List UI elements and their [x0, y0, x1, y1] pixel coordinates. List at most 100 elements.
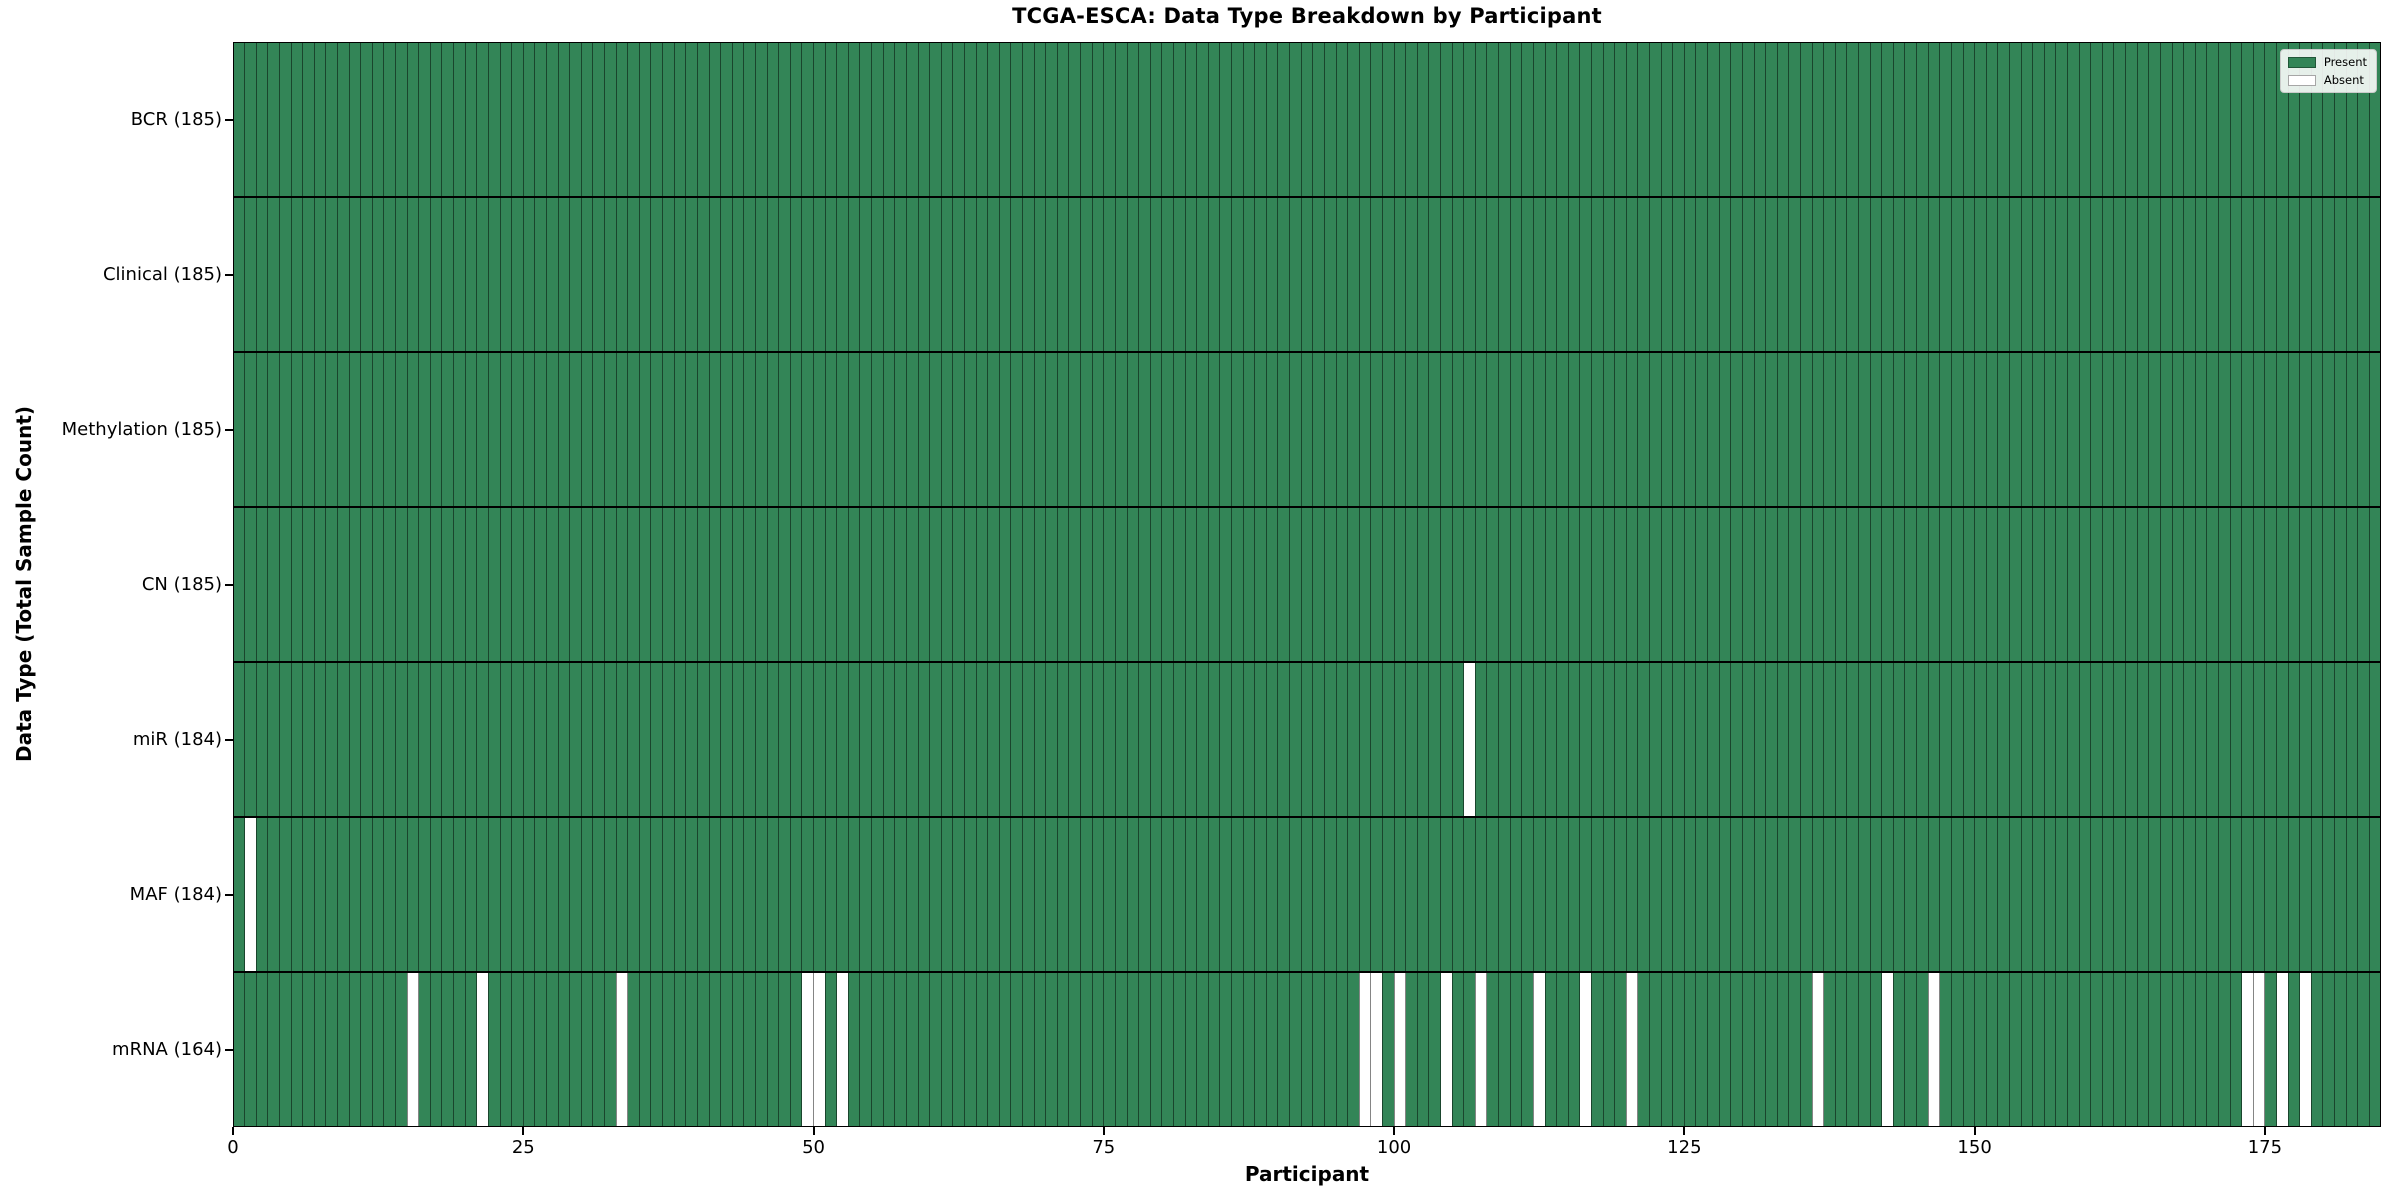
heatmap-cell-absent — [1812, 972, 1824, 1127]
cell-edge-gridline — [627, 42, 629, 1127]
cell-edge-gridline — [348, 42, 350, 1127]
y-tick-mark — [225, 428, 233, 431]
heatmap-cell-absent — [2253, 972, 2265, 1127]
cell-edge-gridline — [244, 42, 246, 1127]
cell-edge-gridline — [487, 42, 489, 1127]
cell-edge-gridline — [1637, 42, 1639, 1127]
y-tick-mark — [225, 738, 233, 741]
row-divider-line — [233, 506, 2381, 508]
cell-edge-gridline — [1614, 42, 1616, 1127]
cell-edge-gridline — [975, 42, 977, 1127]
cell-edge-gridline — [1904, 42, 1906, 1127]
heatmap-cell-absent — [1475, 972, 1487, 1127]
heatmap-row-cn — [233, 507, 2381, 662]
cell-edge-gridline — [2276, 42, 2277, 1127]
cell-edge-gridline — [2206, 42, 2208, 1127]
cell-edge-gridline — [754, 42, 756, 1127]
cell-edge-gridline — [2287, 42, 2289, 1127]
cell-edge-gridline — [801, 42, 803, 1127]
cell-edge-gridline — [1184, 42, 1186, 1127]
cell-edge-gridline — [1765, 42, 1767, 1127]
cell-edge-gridline — [1207, 42, 1209, 1127]
cell-edge-gridline — [1335, 42, 1337, 1127]
cell-edge-gridline — [1707, 42, 1709, 1127]
cell-edge-gridline — [2334, 42, 2336, 1127]
cell-edge-gridline — [1045, 42, 1047, 1127]
cell-edge-gridline — [824, 42, 826, 1127]
cell-edge-gridline — [580, 42, 582, 1127]
cell-edge-gridline — [2055, 42, 2057, 1127]
cell-edge-gridline — [1056, 42, 1058, 1127]
cell-edge-gridline — [1962, 42, 1964, 1127]
cell-edge-gridline — [2252, 42, 2254, 1127]
cell-edge-gridline — [1567, 42, 1569, 1127]
heatmap-cell-absent — [1928, 972, 1940, 1127]
heatmap-cell-absent — [476, 972, 489, 1127]
heatmap-cell-absent — [801, 972, 814, 1127]
cell-edge-gridline — [302, 42, 304, 1127]
cell-edge-gridline — [1579, 42, 1581, 1127]
cell-edge-gridline — [963, 42, 965, 1127]
cell-edge-gridline — [1381, 42, 1383, 1127]
cell-edge-gridline — [789, 42, 791, 1127]
y-tick-label-mir: miR (184) — [132, 728, 222, 750]
heatmap-cell-absent — [836, 972, 849, 1127]
x-axis-title: Participant — [1244, 1162, 1370, 1186]
cell-edge-gridline — [696, 42, 698, 1127]
x-tick-mark — [1683, 1127, 1686, 1135]
heatmap-cell-absent — [1359, 972, 1371, 1127]
x-tick-label: 125 — [1667, 1137, 1702, 1158]
cell-edge-gridline — [476, 42, 478, 1127]
heatmap-cell-absent — [1881, 972, 1894, 1127]
cell-edge-gridline — [1776, 42, 1778, 1127]
cell-edge-gridline — [604, 42, 606, 1127]
cell-edge-gridline — [708, 42, 710, 1127]
cell-edge-gridline — [1509, 42, 1511, 1127]
y-tick-mark — [225, 118, 233, 121]
cell-edge-gridline — [1590, 42, 1592, 1127]
heatmap-cell-absent — [813, 972, 826, 1127]
cell-edge-gridline — [441, 42, 443, 1127]
x-tick-label: 25 — [511, 1137, 535, 1158]
heatmap-cell-absent — [244, 817, 257, 972]
cell-edge-gridline — [638, 42, 640, 1127]
cell-edge-gridline — [2008, 42, 2010, 1127]
heatmap-cell-absent — [1533, 972, 1546, 1127]
x-tick-label: 150 — [1957, 1137, 1992, 1158]
cell-edge-gridline — [882, 42, 884, 1127]
cell-edge-gridline — [278, 42, 280, 1127]
y-tick-label-cn: CN (185) — [141, 573, 222, 595]
cell-edge-gridline — [1486, 42, 1488, 1127]
cell-edge-gridline — [1869, 42, 1871, 1127]
cell-edge-gridline — [1172, 42, 1174, 1127]
cell-edge-gridline — [255, 42, 257, 1127]
heatmap-cell-absent — [2241, 972, 2254, 1127]
cell-edge-gridline — [2322, 42, 2324, 1127]
cell-edge-gridline — [1683, 42, 1685, 1127]
cell-edge-gridline — [917, 42, 919, 1127]
cell-edge-gridline — [1219, 42, 1221, 1127]
cell-edge-gridline — [1544, 42, 1546, 1127]
cell-edge-gridline — [1405, 42, 1407, 1127]
heatmap-row-mir — [233, 662, 2381, 817]
cell-edge-gridline — [2159, 42, 2161, 1127]
cell-edge-gridline — [1602, 42, 1604, 1127]
cell-edge-gridline — [2229, 42, 2231, 1127]
cell-edge-gridline — [1196, 42, 1198, 1127]
cell-edge-gridline — [1022, 42, 1024, 1127]
cell-edge-gridline — [673, 42, 675, 1127]
cell-edge-gridline — [1428, 42, 1430, 1127]
cell-edge-gridline — [1463, 42, 1465, 1127]
heatmap-row-maf — [233, 817, 2381, 972]
cell-edge-gridline — [1753, 42, 1755, 1127]
cell-edge-gridline — [952, 42, 954, 1127]
cell-edge-gridline — [2090, 42, 2092, 1127]
heatmap-row-mrna — [233, 972, 2381, 1127]
cell-edge-gridline — [1265, 42, 1267, 1127]
cell-edge-gridline — [1985, 42, 1987, 1127]
cell-edge-gridline — [325, 42, 327, 1127]
y-tick-label-maf: MAF (184) — [129, 883, 222, 905]
cell-edge-gridline — [406, 42, 408, 1127]
cell-edge-gridline — [1997, 42, 1999, 1127]
